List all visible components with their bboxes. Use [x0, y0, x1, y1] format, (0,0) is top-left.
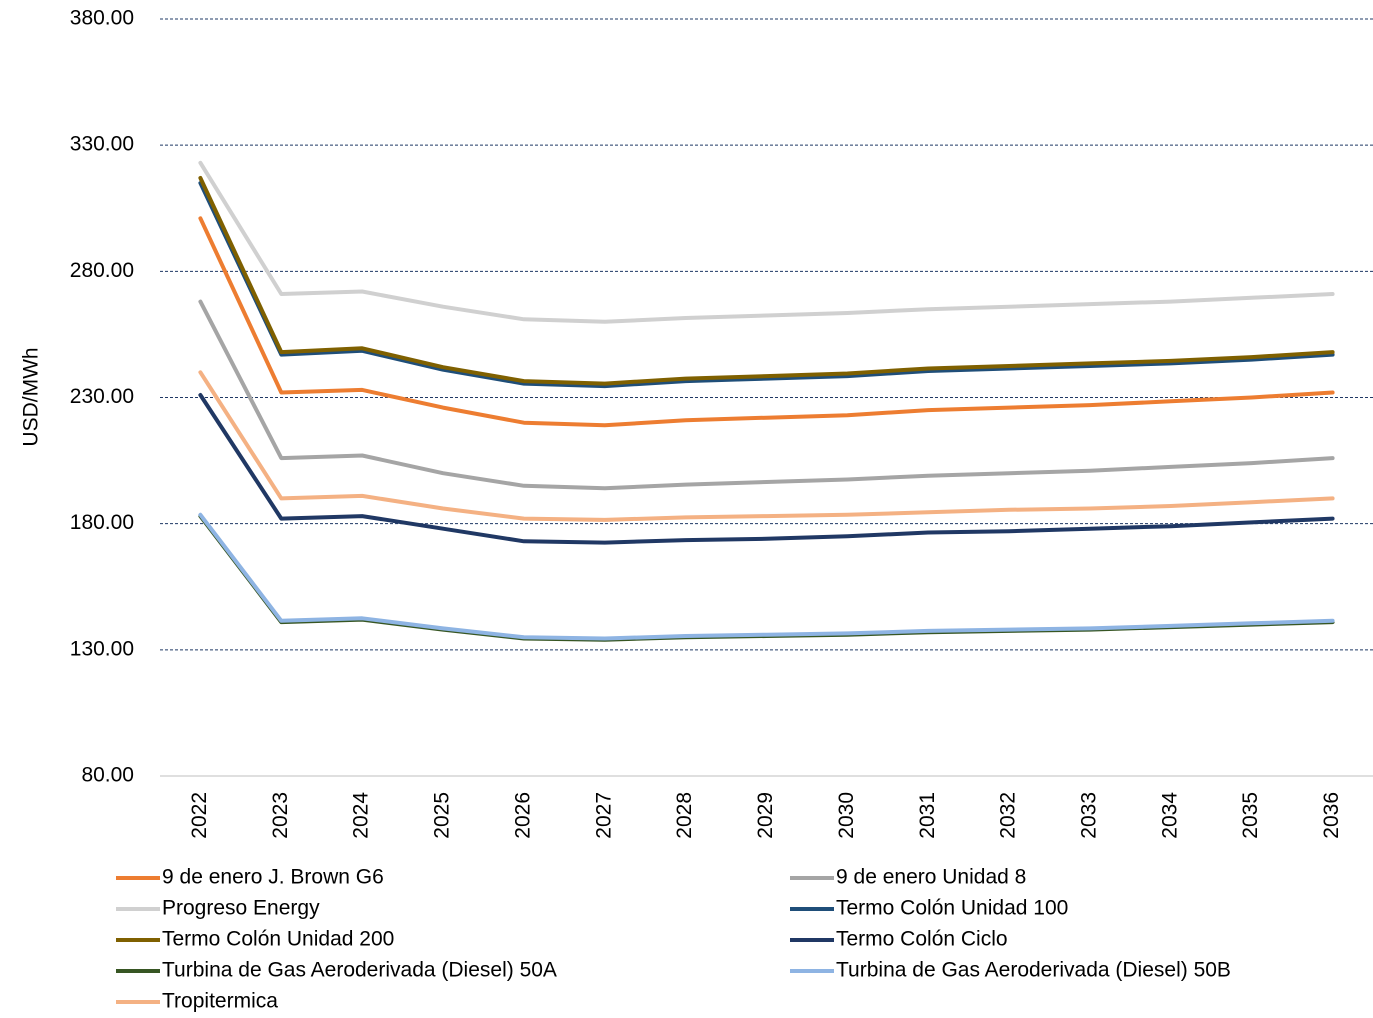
legend-label: Termo Colón Unidad 200	[162, 928, 394, 951]
legend-item: Progreso Energy	[116, 897, 320, 920]
x-tick-label: 2030	[835, 792, 858, 839]
series-line-4	[198, 181, 1335, 389]
legend-label: Termo Colón Unidad 100	[836, 897, 1068, 920]
legend-label: Tropitermica	[162, 990, 278, 1013]
x-tick-label: 2024	[350, 792, 373, 839]
legend-label: Progreso Energy	[162, 897, 320, 920]
y-tick-label: 330.00	[70, 133, 134, 156]
legend-item: 9 de enero J. Brown G6	[116, 866, 384, 889]
x-tick-label: 2035	[1239, 792, 1262, 839]
y-tick-label: 280.00	[70, 259, 134, 282]
legend-label: 9 de enero Unidad 8	[836, 866, 1026, 889]
series-line-3	[198, 160, 1335, 324]
legend-item: 9 de enero Unidad 8	[790, 866, 1026, 889]
legend-item: Termo Colón Ciclo	[790, 928, 1008, 951]
series-line-5	[198, 176, 1335, 386]
x-tick-label: 2034	[1158, 792, 1181, 839]
legend-item: Tropitermica	[116, 990, 278, 1013]
y-tick-label: 230.00	[70, 385, 134, 408]
x-tick-label: 2023	[269, 792, 292, 839]
series-line-1	[198, 216, 1335, 428]
legend: 9 de enero J. Brown G6 9 de enero Unidad …	[116, 866, 1231, 1013]
legend-item: Termo Colón Unidad 100	[790, 897, 1068, 920]
legend-label: 9 de enero J. Brown G6	[162, 866, 384, 889]
x-axis-tick-labels: 2022 2023 2024 2025 2026 2027 2028 2029 2030 2031…	[188, 792, 1343, 839]
series-line-2	[198, 299, 1335, 491]
x-tick-label: 2022	[188, 792, 211, 839]
series-line-9	[198, 370, 1335, 522]
series-lines	[198, 160, 1335, 642]
gridlines	[160, 18, 1373, 651]
y-tick-label: 80.00	[81, 764, 134, 787]
series-line-8	[198, 512, 1335, 641]
legend-item: Turbina de Gas Aeroderivada (Diesel) 50B	[790, 959, 1231, 982]
legend-label: Termo Colón Ciclo	[836, 928, 1008, 951]
y-tick-label: 380.00	[70, 7, 134, 30]
x-tick-label: 2026	[511, 792, 534, 839]
x-tick-label: 2027	[592, 792, 615, 839]
x-tick-label: 2032	[997, 792, 1020, 839]
y-axis-title: USD/MWh	[20, 347, 43, 446]
x-tick-label: 2029	[754, 792, 777, 839]
x-tick-label: 2033	[1078, 792, 1101, 839]
x-tick-label: 2036	[1320, 792, 1343, 839]
y-tick-label: 130.00	[70, 637, 134, 660]
y-axis-tick-labels: 80.00 130.00 180.00 230.00 280.00 330.00 380.0…	[70, 7, 134, 787]
legend-label: Turbina de Gas Aeroderivada (Diesel) 50A	[162, 959, 557, 982]
y-tick-label: 180.00	[70, 511, 134, 534]
legend-item: Termo Colón Unidad 200	[116, 928, 394, 951]
legend-item: Turbina de Gas Aeroderivada (Diesel) 50A	[116, 959, 557, 982]
x-tick-label: 2028	[673, 792, 696, 839]
legend-label: Turbina de Gas Aeroderivada (Diesel) 50B	[836, 959, 1231, 982]
x-tick-label: 2031	[916, 792, 939, 839]
x-tick-label: 2025	[431, 792, 454, 839]
series-line-6	[198, 393, 1335, 545]
